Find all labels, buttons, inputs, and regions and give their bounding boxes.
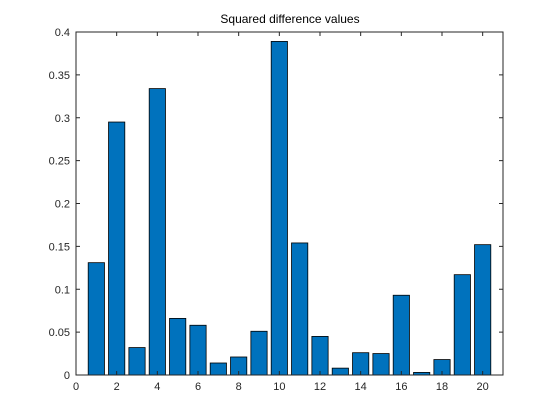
y-tick-label-6: 0.3: [55, 113, 70, 125]
y-tick-label-8: 0.4: [55, 27, 70, 39]
x-tick-label-8: 8: [236, 381, 242, 393]
bars-group: [87, 41, 492, 376]
plot-area: [76, 32, 503, 375]
bar-1: [87, 262, 105, 376]
bar-19: [453, 274, 471, 376]
y-tick-label-7: 0.35: [49, 70, 70, 82]
x-tick-label-2: 2: [114, 381, 120, 393]
y-tick-label-5: 0.25: [49, 156, 70, 168]
bar-3: [128, 347, 146, 376]
x-tick-label-20: 20: [477, 381, 489, 393]
y-tick-label-0: 0: [64, 370, 70, 382]
bar-6: [189, 324, 207, 376]
bar-7: [209, 362, 227, 376]
y-tick-label-4: 0.2: [55, 199, 70, 211]
x-tick-label-12: 12: [314, 381, 326, 393]
bar-5: [169, 317, 187, 376]
bar-16: [392, 294, 410, 376]
x-tick-label-18: 18: [436, 381, 448, 393]
x-tick-label-14: 14: [355, 381, 367, 393]
y-tick-label-1: 0.05: [49, 327, 70, 339]
y-tick-label-2: 0.1: [55, 284, 70, 296]
axes-box: [75, 31, 504, 376]
chart-title: Squared difference values: [220, 12, 359, 26]
bar-20: [474, 244, 492, 376]
bar-2: [108, 121, 126, 376]
bar-13: [331, 367, 349, 376]
bar-4: [148, 88, 166, 376]
y-tick-label-3: 0.15: [49, 241, 70, 253]
x-tick-label-16: 16: [395, 381, 407, 393]
bar-12: [311, 336, 329, 376]
x-tick-label-0: 0: [73, 381, 79, 393]
x-tick-label-10: 10: [273, 381, 285, 393]
bar-11: [291, 242, 309, 376]
bar-15: [372, 353, 390, 376]
bar-10: [270, 41, 288, 376]
x-tick-label-6: 6: [195, 381, 201, 393]
bar-9: [250, 330, 268, 376]
x-tick-label-4: 4: [154, 381, 160, 393]
